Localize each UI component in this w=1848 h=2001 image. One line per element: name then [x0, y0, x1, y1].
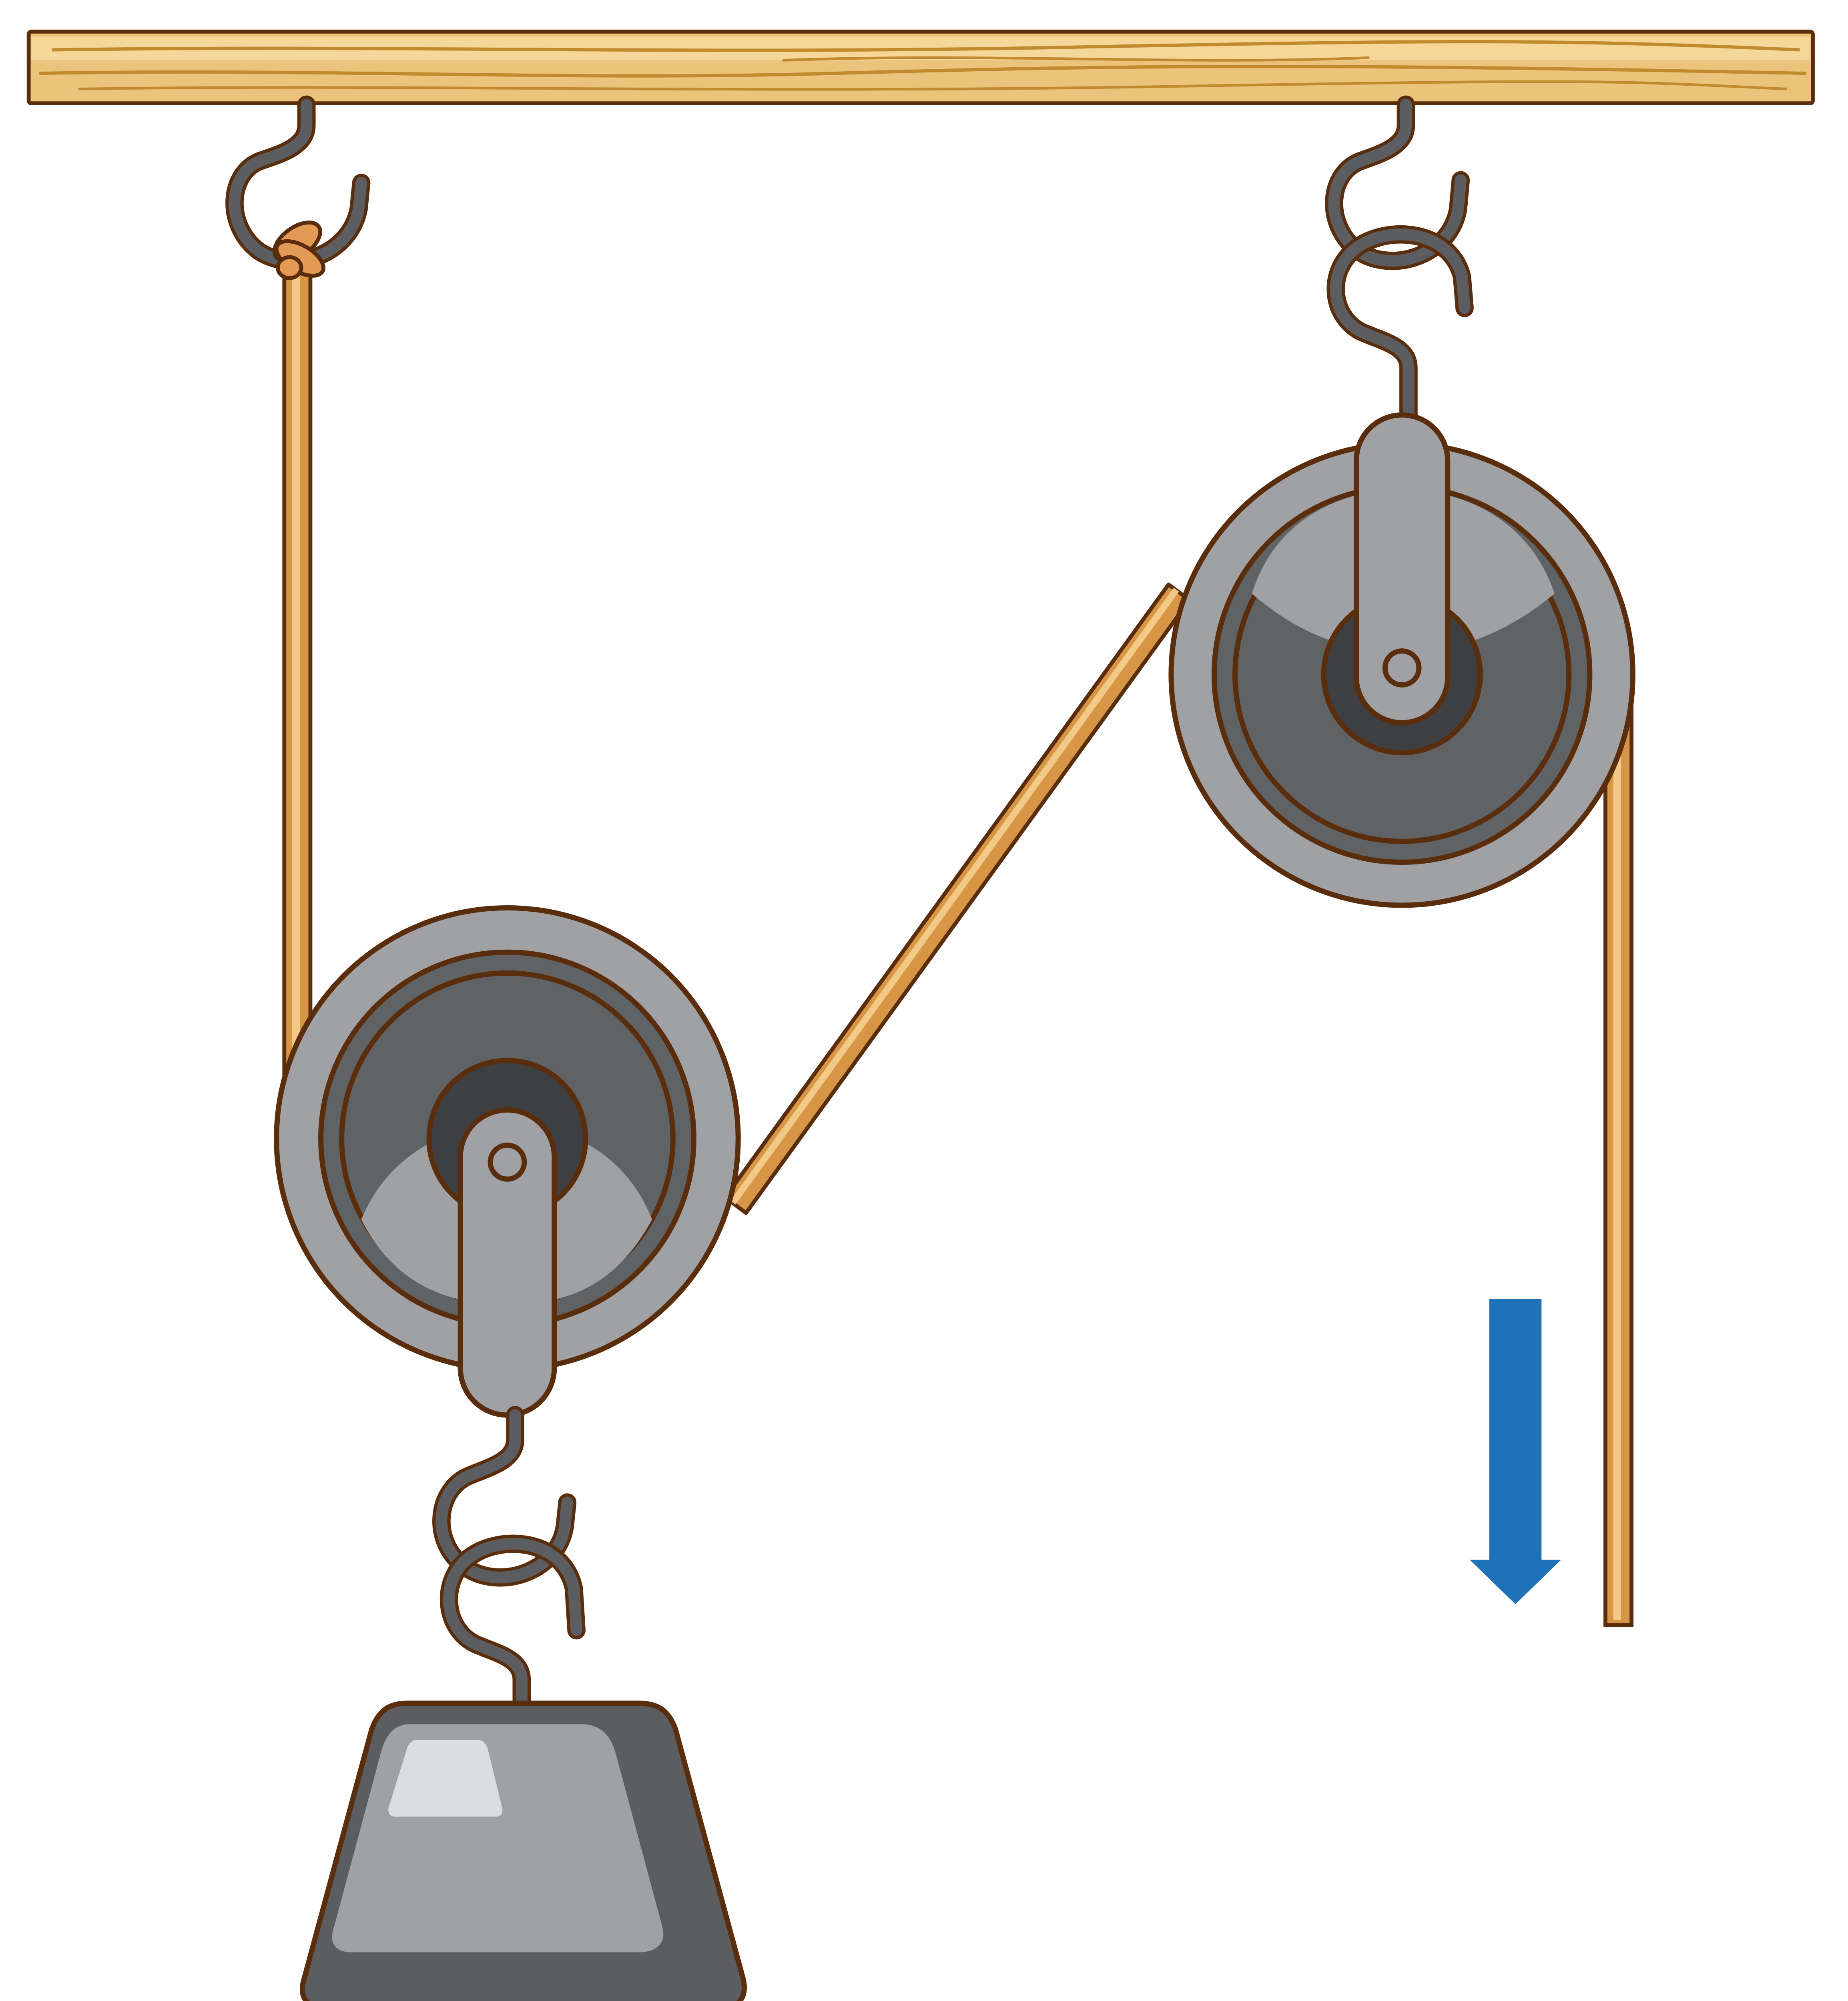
rope-knot: [272, 221, 326, 280]
weight-shine: [388, 1740, 503, 1817]
anchor-hook: [225, 95, 371, 270]
fixed-pulley-hook: [1325, 95, 1474, 427]
load-hook: [432, 1406, 586, 1711]
fixed-pulley: [1168, 412, 1635, 908]
load-weight: [300, 1700, 747, 2001]
rope: [282, 265, 1634, 1627]
wooden-beam: [26, 30, 1815, 106]
movable-pulley: [274, 905, 741, 1418]
down-arrow-icon: [1470, 1299, 1561, 1604]
fixed-pulley-bracket: [1354, 412, 1451, 726]
fixed-pulley-axle: [1382, 648, 1422, 688]
movable-pulley-axle: [488, 1143, 527, 1182]
